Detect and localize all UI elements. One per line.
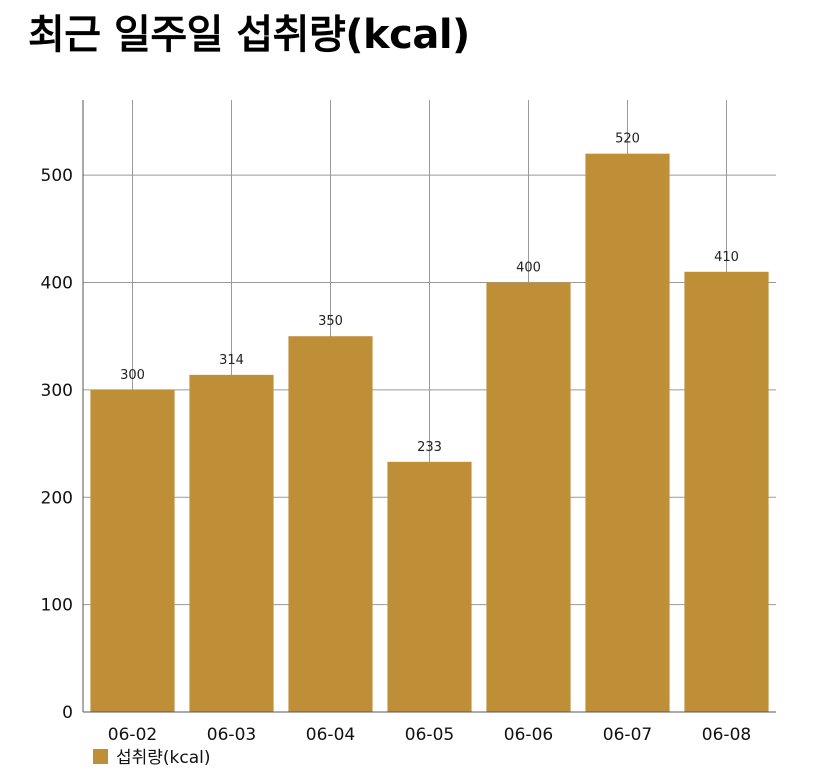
data-label: 314 <box>219 353 244 368</box>
data-label: 410 <box>714 250 739 265</box>
data-label: 400 <box>516 261 541 276</box>
y-tick-labels: 0 100 200 300 400 500 <box>41 166 73 723</box>
bar-06-04 <box>288 336 372 712</box>
x-tick-label: 06-08 <box>702 725 751 745</box>
bar-06-07 <box>585 154 669 712</box>
x-tick-label: 06-05 <box>405 725 454 745</box>
x-tick-labels: 06-02 06-03 06-04 06-05 06-06 06-07 06-08 <box>108 725 751 745</box>
y-tick-label: 500 <box>41 166 73 186</box>
bar-06-03 <box>189 375 273 712</box>
y-tick-label: 200 <box>41 488 73 508</box>
x-tick-label: 06-02 <box>108 725 157 745</box>
legend-swatch <box>93 749 108 764</box>
x-tick-label: 06-06 <box>504 725 553 745</box>
y-tick-label: 0 <box>62 703 73 723</box>
x-tick-label: 06-04 <box>306 725 355 745</box>
data-label: 350 <box>318 314 343 329</box>
data-label: 300 <box>120 368 145 383</box>
bar-06-02 <box>90 390 174 712</box>
legend-label: 섭취량(kcal) <box>116 748 211 768</box>
data-label: 233 <box>417 440 442 455</box>
bar-06-08 <box>684 272 768 712</box>
bar-06-06 <box>486 283 570 712</box>
y-tick-label: 300 <box>41 381 73 401</box>
y-tick-label: 100 <box>41 596 73 616</box>
y-tick-label: 400 <box>41 274 73 294</box>
bar-06-05 <box>387 462 471 712</box>
x-tick-label: 06-07 <box>603 725 652 745</box>
legend: 섭취량(kcal) <box>93 748 211 768</box>
data-label: 520 <box>615 132 640 147</box>
x-tick-label: 06-03 <box>207 725 256 745</box>
